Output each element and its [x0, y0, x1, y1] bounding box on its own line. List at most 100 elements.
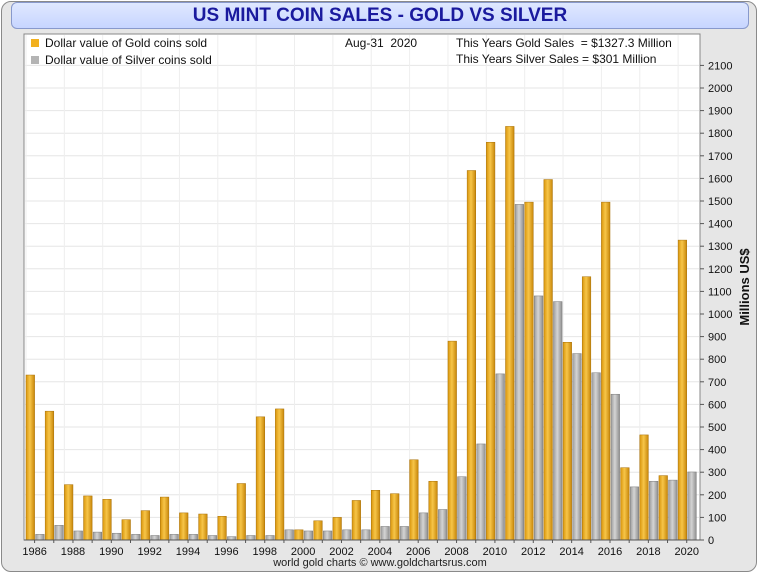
bar-gold-2013 [543, 179, 553, 541]
x-tick-label: 2004 [368, 546, 392, 558]
y-tick-label: 1500 [708, 196, 732, 208]
bar-gold-2016 [601, 201, 611, 541]
x-tick-label: 2006 [406, 546, 430, 558]
y-tick-label: 900 [708, 332, 726, 344]
legend-label-silver: Dollar value of Silver coins sold [45, 53, 212, 67]
x-tick-label: 2014 [559, 546, 583, 558]
bar-gold-1994 [179, 512, 189, 541]
bar-silver-1992 [150, 535, 160, 541]
bar-silver-1986 [35, 534, 45, 541]
bar-gold-2004 [370, 490, 381, 541]
bar-silver-1989 [92, 531, 102, 541]
bar-silver-2007 [438, 509, 448, 541]
bar-gold-2007 [428, 480, 438, 541]
bar-silver-1987 [54, 525, 64, 541]
x-tick-label: 1986 [22, 546, 46, 558]
date-annotation: Aug-31 2020 [345, 36, 417, 50]
bar-gold-2010 [486, 141, 496, 541]
bar-gold-2011 [505, 126, 515, 541]
y-tick-label: 1900 [708, 106, 732, 118]
x-tick-label: 1992 [137, 546, 161, 558]
y-tick-label: 1600 [708, 173, 732, 185]
bar-gold-2020 [677, 239, 687, 541]
bar-silver-2014 [572, 353, 582, 541]
y-tick-label: 300 [708, 467, 726, 479]
bar-gold-2017 [620, 467, 630, 541]
bar-silver-1996 [227, 536, 237, 541]
bar-silver-1990 [112, 532, 122, 541]
bar-gold-1997 [236, 483, 246, 541]
y-tick-label: 2000 [708, 83, 732, 95]
x-tick-label: 2010 [483, 546, 507, 558]
bar-gold-2005 [390, 493, 400, 541]
x-tick-label: 1996 [214, 546, 238, 558]
x-tick-label: 1988 [61, 546, 85, 558]
bar-silver-2019 [668, 479, 678, 541]
bar-gold-1998 [255, 416, 266, 541]
bar-gold-1991 [121, 519, 131, 541]
x-tick-label: 1998 [253, 546, 277, 558]
bar-gold-2015 [581, 276, 592, 541]
bar-gold-2001 [313, 520, 323, 541]
bar-gold-1990 [102, 499, 112, 541]
y-axis-title: Millions US$ [737, 248, 752, 326]
bar-silver-1991 [131, 534, 141, 541]
x-tick-label: 2000 [291, 546, 315, 558]
bar-silver-2020 [687, 471, 697, 541]
bar-gold-2009 [466, 170, 476, 541]
bar-silver-1988 [73, 530, 83, 541]
bar-gold-2000 [294, 529, 304, 541]
bar-silver-2004 [380, 526, 390, 541]
x-axis: 1986 1988 1990 1992 1994 1996 1998 2000 2002 2004… [22, 539, 700, 558]
bar-silver-2016 [610, 393, 620, 541]
y-tick-label: 800 [708, 354, 726, 366]
bar-silver-2011 [514, 204, 524, 541]
bar-silver-2001 [323, 530, 333, 541]
y-tick-label: 2100 [708, 60, 732, 72]
bar-silver-2000 [303, 530, 313, 541]
bar-silver-2008 [457, 476, 467, 541]
bar-gold-1995 [198, 513, 208, 541]
bar-silver-1993 [169, 534, 179, 541]
bar-gold-2012 [524, 201, 534, 541]
footer-credit: world gold charts © www.goldchartsrus.co… [273, 557, 487, 569]
bar-gold-1999 [275, 408, 285, 541]
y-tick-label: 200 [708, 490, 726, 502]
y-tick-label: 500 [708, 422, 726, 434]
y-tick-label: 1000 [708, 309, 732, 321]
bar-gold-1996 [217, 516, 227, 541]
x-tick-label: 2016 [598, 546, 622, 558]
x-tick-label: 2008 [444, 546, 468, 558]
bar-gold-1988 [64, 484, 74, 541]
silver-sales-note: This Years Silver Sales = $301 Million [456, 52, 656, 66]
bar-gold-2018 [639, 434, 649, 541]
x-tick-label: 1990 [99, 546, 123, 558]
y-tick-label: 700 [708, 377, 726, 389]
chart-title: US MINT COIN SALES - GOLD VS SILVER [11, 2, 749, 29]
bar-gold-1992 [140, 510, 150, 541]
y-tick-label: 400 [708, 445, 726, 457]
y-tick-label: 1300 [708, 241, 732, 253]
x-tick-label: 2018 [636, 546, 660, 558]
x-tick-label: 1994 [176, 546, 200, 558]
bar-silver-2012 [534, 295, 544, 541]
bar-silver-1998 [265, 535, 275, 541]
bar-silver-1997 [246, 535, 256, 541]
bar-silver-2005 [399, 526, 409, 541]
bar-gold-2006 [409, 459, 419, 541]
bar-gold-2019 [658, 475, 668, 541]
y-tick-label: 1800 [708, 128, 732, 140]
bar-silver-2002 [342, 529, 352, 541]
gold-sales-note: This Years Gold Sales = $1327.3 Million [456, 36, 672, 50]
bar-silver-2018 [649, 480, 659, 541]
bar-silver-2010 [495, 373, 505, 541]
bar-silver-2015 [591, 372, 601, 541]
x-tick-label: 2020 [674, 546, 698, 558]
y-tick-label: 600 [708, 399, 726, 411]
y-tick-label: 1400 [708, 219, 732, 231]
x-tick-label: 2002 [329, 546, 353, 558]
bar-silver-1999 [284, 529, 294, 541]
y-tick-label: 1200 [708, 264, 732, 276]
y-axis: 0 100 200 300 400 500 600 700 800 900 1000 1100 1200… [700, 60, 732, 547]
